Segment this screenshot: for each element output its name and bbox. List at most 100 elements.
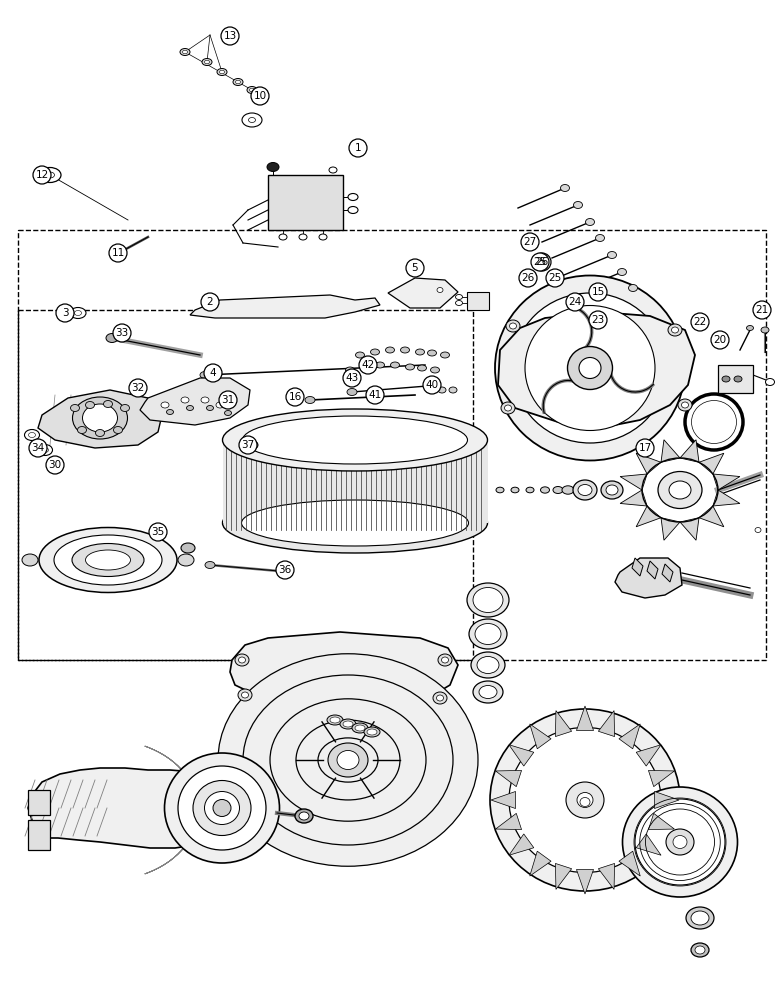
- Ellipse shape: [567, 347, 612, 389]
- Ellipse shape: [376, 362, 384, 368]
- Circle shape: [113, 324, 131, 342]
- Ellipse shape: [243, 675, 453, 845]
- Text: 17: 17: [639, 443, 652, 453]
- Ellipse shape: [110, 251, 120, 258]
- Ellipse shape: [681, 402, 688, 408]
- Ellipse shape: [161, 402, 169, 408]
- Ellipse shape: [415, 349, 424, 355]
- Ellipse shape: [206, 406, 213, 410]
- Circle shape: [219, 391, 237, 409]
- Text: 1: 1: [355, 143, 362, 153]
- Ellipse shape: [295, 809, 313, 823]
- Text: 24: 24: [568, 297, 582, 307]
- Polygon shape: [140, 378, 250, 425]
- Circle shape: [56, 304, 74, 322]
- Ellipse shape: [695, 946, 705, 954]
- Ellipse shape: [386, 347, 394, 353]
- Text: 32: 32: [131, 383, 144, 393]
- Ellipse shape: [618, 268, 626, 275]
- Circle shape: [589, 283, 607, 301]
- Polygon shape: [388, 278, 458, 308]
- Circle shape: [239, 436, 257, 454]
- Ellipse shape: [501, 402, 515, 414]
- Polygon shape: [598, 711, 615, 737]
- Text: 3: 3: [61, 308, 68, 318]
- Ellipse shape: [167, 410, 174, 414]
- Polygon shape: [577, 706, 594, 731]
- Circle shape: [276, 561, 294, 579]
- Ellipse shape: [747, 326, 753, 330]
- Circle shape: [201, 293, 219, 311]
- Circle shape: [423, 376, 441, 394]
- Circle shape: [149, 523, 167, 541]
- Ellipse shape: [106, 334, 118, 342]
- Ellipse shape: [406, 364, 414, 370]
- Circle shape: [711, 331, 729, 349]
- Ellipse shape: [370, 349, 379, 355]
- Text: 25: 25: [549, 273, 562, 283]
- Polygon shape: [620, 490, 647, 506]
- Circle shape: [359, 356, 377, 374]
- Ellipse shape: [573, 480, 597, 500]
- Ellipse shape: [330, 717, 340, 723]
- Text: 36: 36: [279, 565, 292, 575]
- Circle shape: [204, 364, 222, 382]
- Text: 10: 10: [254, 91, 267, 101]
- Ellipse shape: [238, 689, 252, 701]
- Circle shape: [691, 313, 709, 331]
- Text: 42: 42: [362, 360, 375, 370]
- Ellipse shape: [329, 167, 337, 173]
- Polygon shape: [530, 851, 551, 876]
- Circle shape: [366, 386, 384, 404]
- Polygon shape: [680, 518, 699, 540]
- Ellipse shape: [449, 387, 457, 393]
- Ellipse shape: [479, 686, 497, 698]
- Ellipse shape: [270, 699, 426, 821]
- Ellipse shape: [431, 367, 439, 373]
- Ellipse shape: [347, 388, 357, 395]
- Ellipse shape: [235, 80, 241, 84]
- Ellipse shape: [241, 692, 248, 698]
- Circle shape: [566, 293, 584, 311]
- Ellipse shape: [181, 397, 189, 403]
- Ellipse shape: [85, 550, 130, 570]
- Ellipse shape: [490, 709, 680, 891]
- Ellipse shape: [364, 727, 380, 737]
- Bar: [18, 230, 766, 660]
- Text: 16: 16: [289, 392, 302, 402]
- Ellipse shape: [506, 320, 520, 332]
- Text: 27: 27: [523, 237, 537, 247]
- Polygon shape: [647, 561, 658, 579]
- Circle shape: [589, 311, 607, 329]
- Ellipse shape: [352, 723, 368, 733]
- Ellipse shape: [85, 401, 95, 408]
- Ellipse shape: [113, 426, 123, 434]
- Ellipse shape: [78, 426, 86, 434]
- Ellipse shape: [355, 725, 365, 731]
- Ellipse shape: [509, 728, 661, 872]
- Ellipse shape: [511, 487, 519, 493]
- Text: 20: 20: [713, 335, 726, 345]
- Polygon shape: [491, 791, 515, 809]
- Ellipse shape: [201, 397, 209, 403]
- Ellipse shape: [541, 487, 549, 493]
- Text: 26: 26: [521, 273, 535, 283]
- Ellipse shape: [120, 404, 130, 412]
- Ellipse shape: [233, 79, 243, 86]
- Ellipse shape: [560, 184, 570, 192]
- Ellipse shape: [348, 207, 358, 214]
- Polygon shape: [636, 834, 661, 855]
- Text: 11: 11: [112, 248, 125, 258]
- Ellipse shape: [37, 444, 53, 456]
- Ellipse shape: [74, 310, 81, 316]
- Ellipse shape: [562, 486, 574, 494]
- Ellipse shape: [70, 308, 86, 318]
- Circle shape: [109, 244, 127, 262]
- Bar: [718, 365, 753, 393]
- Ellipse shape: [72, 544, 144, 576]
- Ellipse shape: [496, 487, 504, 493]
- Ellipse shape: [578, 485, 592, 495]
- Ellipse shape: [52, 466, 58, 470]
- Circle shape: [29, 439, 47, 457]
- Ellipse shape: [441, 352, 449, 358]
